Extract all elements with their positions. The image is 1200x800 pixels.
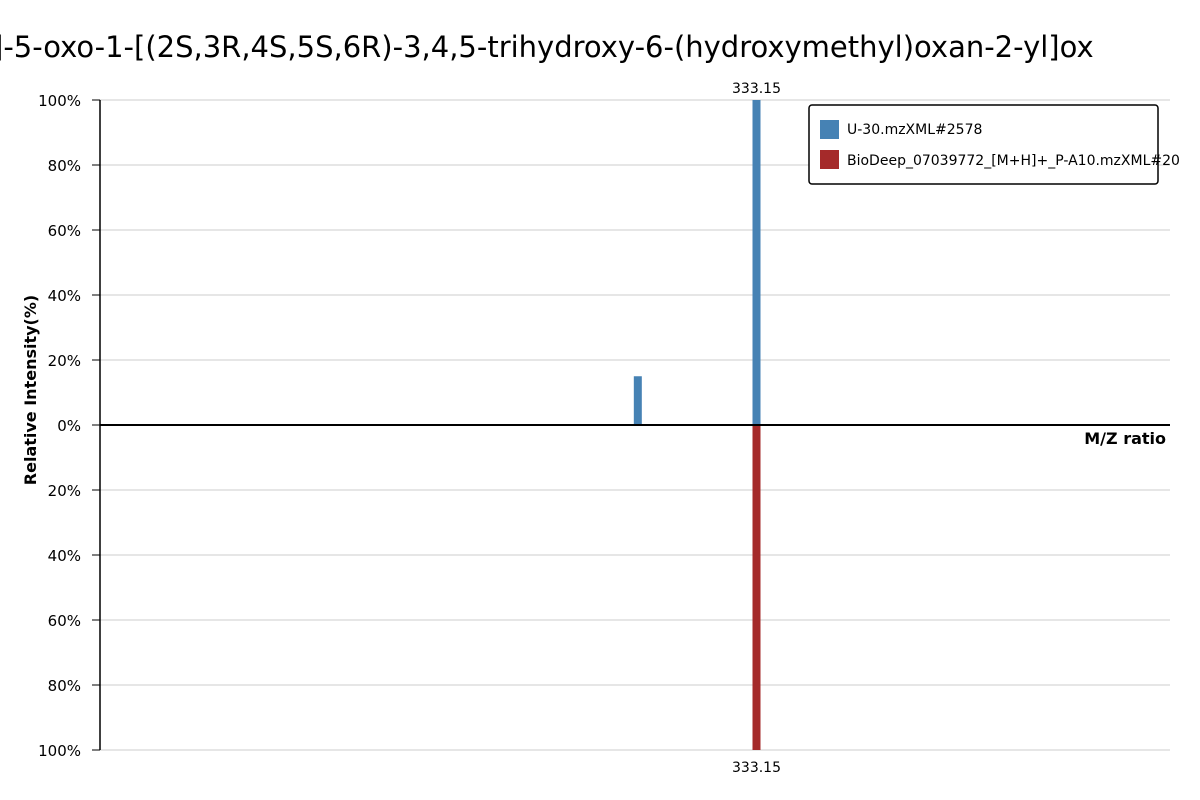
y-tick-label: 100% — [38, 92, 81, 110]
y-tick-label: 20% — [48, 482, 81, 500]
peak-labels: 333.15 333.15 — [732, 81, 781, 776]
chart-title: ]-5-oxo-1-[(2S,3R,4S,5S,6R)-3,4,5-trihyd… — [0, 30, 1094, 64]
legend-label-query: U-30.mzXML#2578 — [847, 122, 982, 138]
grid-lines — [100, 99, 1170, 751]
peak-bar-query — [633, 376, 642, 425]
peak-bar-query — [752, 100, 761, 425]
y-tick-label: 0% — [57, 417, 81, 435]
legend: U-30.mzXML#2578 BioDeep_07039772_[M+H]+_… — [808, 104, 1180, 185]
y-tick-label: 60% — [48, 612, 81, 630]
y-tick-label: 80% — [48, 677, 81, 695]
y-tick-label: 100% — [38, 742, 81, 760]
peak-label-query: 333.15 — [732, 81, 781, 97]
y-axis-title: Relative Intensity(%) — [21, 295, 40, 485]
legend-swatch-reference — [820, 150, 839, 169]
peak-label-reference: 333.15 — [732, 760, 781, 776]
y-tick-label: 40% — [48, 287, 81, 305]
legend-box — [808, 104, 1159, 185]
peak-bar-reference — [752, 425, 761, 750]
y-tick-label: 20% — [48, 352, 81, 370]
y-tick-label: 60% — [48, 222, 81, 240]
y-tick-labels: 100% 80% 60% 40% 20% 0% 20% 40% 60% 80% 100% — [38, 92, 81, 760]
peak-bars — [633, 100, 761, 750]
legend-label-reference: BioDeep_07039772_[M+H]+_P-A10.mzXML#20 — [847, 153, 1180, 169]
legend-swatch-query — [820, 120, 839, 139]
x-axis-title: M/Z ratio — [1084, 429, 1166, 448]
axes — [92, 99, 1170, 751]
y-tick-label: 40% — [48, 547, 81, 565]
y-tick-label: 80% — [48, 157, 81, 175]
